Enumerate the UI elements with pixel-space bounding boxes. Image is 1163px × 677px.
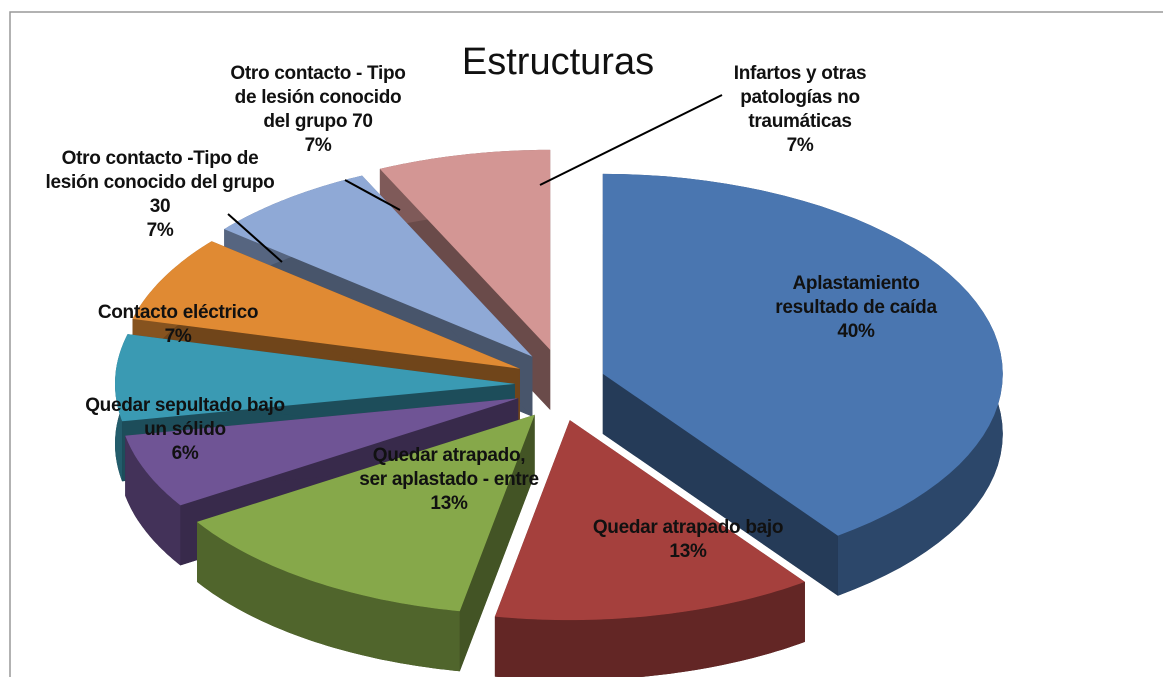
slice (115, 334, 515, 422)
data-label: Quedar sepultado bajo un sólido 6% (80, 394, 290, 466)
data-label: Quedar atrapado, ser aplastado - entre 13… (359, 444, 539, 516)
data-label: Infartos y otras patologías no traumátic… (700, 62, 900, 158)
slice-rim (197, 521, 460, 672)
label-text: Quedar atrapado bajo (592, 517, 784, 538)
label-text: 7% (786, 135, 814, 156)
data-label: Contacto eléctrico 7% (68, 301, 288, 349)
label-text: Infartos y otras patologías no traumátic… (733, 63, 867, 132)
label-text: 40% (837, 321, 875, 342)
label-text: 7% (164, 326, 192, 347)
slice-rim (125, 435, 181, 566)
data-label: Quedar atrapado bajo 13% (588, 516, 788, 564)
slice (224, 175, 533, 357)
label-text: Otro contacto - Tipo de lesión conocido … (230, 63, 406, 132)
frame (9, 11, 1163, 677)
slice (132, 241, 520, 369)
label-text: 6% (171, 443, 199, 464)
slice (197, 414, 535, 612)
leader-line (539, 94, 723, 186)
slice (379, 149, 551, 350)
leader-line (227, 213, 283, 263)
label-text: Quedar atrapado, ser aplastado - entre (359, 445, 539, 490)
slice (602, 173, 1003, 536)
slice-rim (494, 581, 805, 677)
slice-wall (602, 373, 838, 596)
label-text: 13% (430, 493, 468, 514)
label-text: 7% (304, 135, 332, 156)
label-text: 7% (146, 220, 174, 241)
data-label: Otro contacto -Tipo de lesión conocido d… (45, 147, 275, 243)
slice (125, 398, 519, 506)
label-text: Otro contacto -Tipo de lesión conocido d… (45, 148, 275, 217)
label-text: Quedar sepultado bajo un sólido (85, 395, 285, 440)
label-text: 13% (669, 541, 707, 562)
label-text: Contacto eléctrico (97, 302, 259, 323)
chart-title: Estructuras (462, 41, 654, 83)
data-label: Aplastamiento resultado de caída 40% (756, 272, 956, 344)
label-text: Aplastamiento resultado de caída (775, 273, 937, 318)
data-label: Otro contacto - Tipo de lesión conocido … (228, 62, 408, 158)
leader-line (344, 179, 401, 211)
slice (494, 420, 805, 621)
